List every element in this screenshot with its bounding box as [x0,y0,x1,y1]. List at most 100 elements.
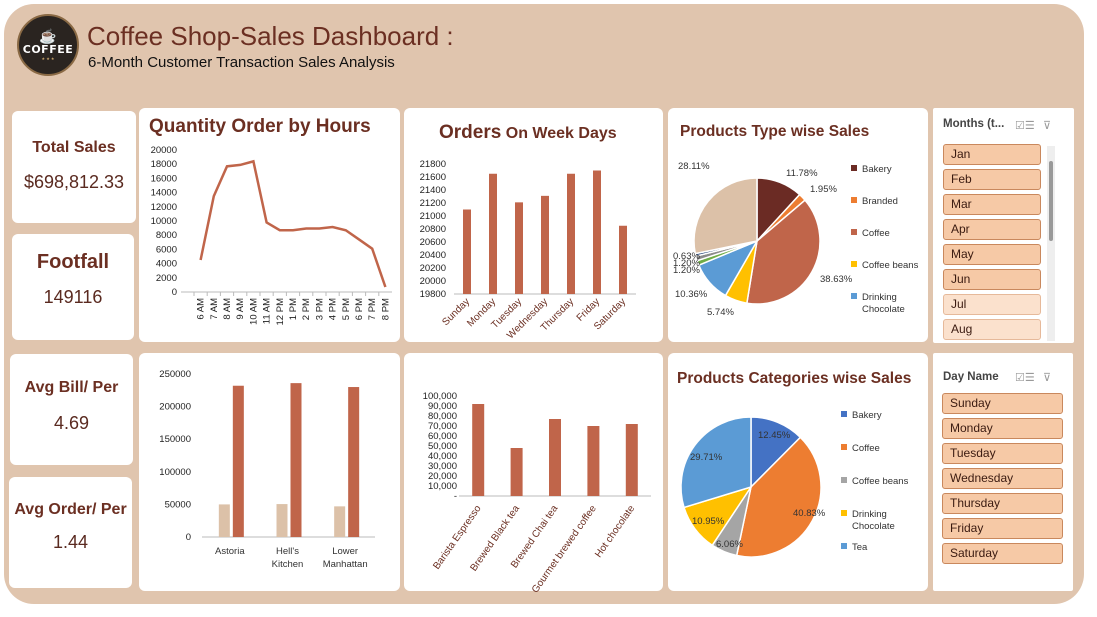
series-line [199,159,387,288]
y-tick-label: 20000 [420,276,446,287]
slicer-scroll-thumb[interactable] [1049,161,1053,241]
chart-title: Products Type wise Sales [680,123,870,140]
x-tick-label: Hot chocolate [593,503,637,560]
x-tick-label: 12 PM [275,298,286,326]
y-tick-label: 20000 [151,145,177,156]
slicer-item-jun[interactable]: Jun [943,269,1041,290]
legend-item: Coffee [851,228,926,240]
legend-swatch [851,197,857,203]
y-tick-label: 0 [172,287,177,298]
x-tick-label: 5 PM [341,298,352,320]
y-tick-label: 80,000 [428,411,457,422]
data-label: 38.63% [820,274,853,285]
data-label: 28.11% [678,161,710,172]
bar [625,424,638,496]
slicer-item-saturday[interactable]: Saturday [942,543,1063,564]
y-tick-label: 200000 [159,402,191,413]
x-tick-label: Manhattan [323,559,368,570]
legend-label: Coffee [852,443,880,454]
slicer-scrollbar[interactable] [1047,146,1055,341]
slicer-title: Months (t... [943,118,1005,130]
y-tick-label: 21800 [420,159,446,170]
slicer-item-wednesday[interactable]: Wednesday [942,468,1063,489]
x-tick-label: Kitchen [272,559,304,570]
y-tick-label: 21000 [420,211,446,222]
x-tick-label: 1 PM [288,298,299,320]
legend-label: Bakery [862,164,892,175]
pie-slice [680,416,752,509]
kpi-value: 1.44 [52,532,89,552]
y-tick-label: 30,000 [428,461,457,472]
chart-svg: 12.45% 40.83% 6.06% 10.95% 29.71% [680,416,826,558]
y-tick-label: 20400 [420,250,446,261]
slicer-item-mar[interactable]: Mar [943,194,1041,215]
clear-filter-icon[interactable]: ⊽ [1043,372,1052,384]
chart-svg: 19800 20000 20200 20400 20600 20800 21000 21200… [420,159,636,341]
legend-swatch [851,293,857,299]
x-tick-label: 6 PM [354,298,365,320]
legend-swatch [841,477,847,483]
y-tick-label: 90,000 [428,401,457,412]
chart-svg: 0 2000 4000 6000 8000 10000 12000 14000 16000 180… [151,145,392,326]
y-tick-label: 10,000 [428,481,457,492]
logo-stars: ★ ★ ★ [41,55,55,61]
y-tick-label: 8000 [156,230,177,241]
y-tick-label: 150000 [159,434,191,445]
slicer-item-thursday[interactable]: Thursday [942,493,1063,514]
slicer-item-sunday[interactable]: Sunday [942,393,1063,414]
legend-swatch [851,229,857,235]
bar [510,448,523,496]
page-title: Coffee Shop-Sales Dashboard : [87,21,454,51]
slicer-item-may[interactable]: May [943,244,1041,265]
slicer-item-feb[interactable]: Feb [943,169,1041,190]
chart-card-product-type: Products Type wise Sales 11.78% 1.95% 38.6… [668,108,928,342]
y-tick-label: 100,000 [423,391,457,402]
data-label: 12.45% [758,430,791,441]
slicer-item-friday[interactable]: Friday [942,518,1063,539]
legend-label: Bakery [852,410,882,421]
slicer-item-tuesday[interactable]: Tuesday [942,443,1063,464]
slicer-item-aug[interactable]: Aug [943,319,1041,340]
slicer-item-apr[interactable]: Apr [943,219,1041,240]
data-label: 1.95% [810,184,837,195]
kpi-avg-order: Avg Order/ Per 1.44 [9,477,132,588]
y-tick-label: 20200 [420,263,446,274]
legend-label: Coffee beans [852,476,909,487]
bar [348,387,360,537]
x-tick-label: 8 AM [222,298,233,320]
y-tick-label: 4000 [156,259,177,270]
y-tick-label: 0 [186,532,191,543]
y-tick-label: 50,000 [428,441,457,452]
y-tick-label: 60,000 [428,431,457,442]
y-tick-label: 70,000 [428,421,457,432]
multi-select-icon[interactable]: ☑☰ [1015,120,1035,132]
chart-title: Orders On Week Days [439,122,617,144]
slicer-item-jan[interactable]: Jan [943,144,1041,165]
chart-card-product-category: Products Categories wise Sales 12.45% 40.… [668,353,928,591]
x-tick-label: 3 PM [314,298,325,320]
legend-swatch [851,261,857,267]
y-tick-label: 21600 [420,172,446,183]
slicer-item-jul[interactable]: Jul [943,294,1041,315]
slicer-item-monday[interactable]: Monday [942,418,1063,439]
slicer-title: Day Name [943,371,999,383]
bar [567,173,575,294]
x-tick-label: 4 PM [328,298,339,320]
data-label: 1.20% [673,258,700,269]
bar [541,195,549,294]
clear-filter-icon[interactable]: ⊽ [1043,120,1052,132]
pie-slice [746,199,821,305]
legend-label: Coffee beans [862,260,919,271]
data-label: 6.06% [716,539,743,550]
x-tick-label: Lower [332,546,358,557]
data-label: 5.74% [707,307,734,318]
y-tick-label: 12000 [151,202,177,213]
pie-slice [735,436,822,558]
legend-item: Coffee beans [851,260,926,272]
x-tick-label: 7 PM [367,298,378,320]
bar [549,419,561,496]
y-tick-label: 18000 [151,159,177,170]
logo-text: COFFEE [22,42,74,56]
y-tick-label: 250000 [159,369,191,380]
multi-select-icon[interactable]: ☑☰ [1015,372,1035,384]
